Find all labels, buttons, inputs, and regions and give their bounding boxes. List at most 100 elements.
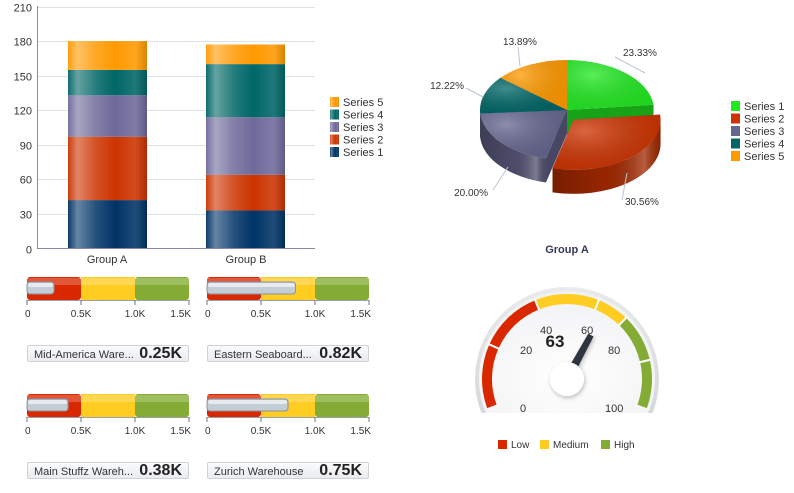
pie-slice-shade — [500, 59, 567, 110]
bullet-tick-label: 0.5K — [71, 309, 92, 320]
gauge-band-separator — [617, 316, 628, 327]
bar-segment-shine — [206, 210, 285, 249]
y-tick-label: 180 — [14, 37, 32, 49]
legend-label: Series 1 — [343, 147, 383, 159]
bullet-label-name: Eastern Seaboard... — [214, 349, 312, 361]
y-tick-label: 150 — [14, 72, 32, 84]
y-tick-label: 120 — [14, 106, 32, 118]
bar-segment-shine — [206, 64, 285, 118]
gauge-value: 63 — [546, 332, 565, 351]
pie-slice-side-shade — [480, 113, 546, 183]
legend-label: Series 2 — [744, 114, 784, 126]
bullet-tick-label: 1.5K — [170, 309, 191, 320]
gauge-tick-label: 0 — [520, 403, 526, 415]
gauge-face — [479, 291, 655, 413]
pie-leader-line — [614, 56, 646, 74]
pie-slice-label: 13.89% — [503, 37, 537, 48]
bullet-label-value: 0.25K — [139, 345, 182, 362]
pie-slice-shade — [480, 77, 567, 114]
gauge-band-separator — [638, 358, 652, 364]
bullet-label-name: Main Stuffz Wareh... — [34, 466, 134, 478]
pie-title: Group A — [545, 244, 589, 256]
bar-segment-shine — [68, 200, 147, 249]
pie-slice-label: 23.33% — [623, 48, 657, 59]
bullet-value-bar-gloss — [28, 400, 68, 404]
gauge-legend-label: Medium — [553, 440, 589, 451]
pie-leader-line — [517, 46, 521, 67]
legend-label: Series 1 — [744, 101, 784, 113]
legend-label: Series 2 — [343, 135, 383, 147]
pie-chart: 23.33% 30.56% 20.00% 12.22% 13.89% Group A S… — [430, 37, 784, 256]
legend-swatch-shine — [330, 109, 339, 120]
bullet-band — [81, 277, 135, 300]
pie-leader-line — [492, 166, 509, 191]
bullet-band — [135, 394, 189, 417]
pie-slice-label: 20.00% — [454, 188, 488, 199]
gauge-legend-label: Low — [511, 440, 530, 451]
bullet-band — [315, 277, 369, 300]
legend-swatch — [731, 151, 740, 161]
y-tick-label: 210 — [14, 3, 32, 15]
pie-slice-label: 12.22% — [430, 81, 464, 92]
legend-swatch-shine — [330, 134, 339, 145]
bullet-band — [315, 394, 369, 417]
bullet-value-bar-gloss — [28, 283, 53, 287]
gauge-legend-swatch — [601, 440, 610, 449]
pie-slice-label: 30.56% — [625, 197, 659, 208]
gauge-pivot — [550, 362, 584, 396]
gauge-tick-label: 80 — [608, 345, 620, 357]
gauge-legend-swatch — [498, 440, 507, 449]
bar-segment-shine — [206, 174, 285, 211]
bar-segment-shine — [68, 95, 147, 137]
bullet-label-name: Mid-America Ware... — [34, 349, 134, 361]
bullet-tick-label: 0 — [205, 309, 211, 320]
legend-swatch-shine — [330, 122, 339, 132]
dial-gauge: 0 20 40 60 80 100 63 Low Medium High — [475, 287, 659, 451]
bullet-label-box: Zurich Warehouse 0.75K — [207, 462, 369, 479]
bullet-value-bar-gloss — [208, 283, 295, 287]
bullet-tick-label: 0 — [25, 309, 31, 320]
gauge-tick-label: 100 — [605, 403, 623, 415]
bullet-label-value: 0.82K — [319, 345, 362, 362]
legend-label: Series 5 — [744, 151, 784, 163]
y-tick-label: 0 — [26, 245, 32, 257]
bar-segment-shine — [206, 44, 285, 65]
bullet-band — [81, 394, 135, 417]
bullet-tick-label: 1.0K — [125, 309, 146, 320]
bullet-tick-label: 0 — [25, 426, 31, 437]
dial-legend: Low Medium High — [498, 440, 635, 451]
bar-segment-shine — [68, 41, 147, 70]
stacked-bar-chart: 0 30 60 90 120 150 180 210 Group A Group B Seri… — [14, 3, 384, 267]
bar-segment-shine — [68, 136, 147, 201]
bar-segment-shine — [68, 69, 147, 96]
bullet-gauge: 0 0.5K 1.0K 1.5K — [25, 277, 191, 320]
y-tick-label: 30 — [20, 210, 32, 222]
legend-label: Series 3 — [744, 126, 784, 138]
gauge-legend-swatch — [540, 440, 549, 449]
pie-slice-shade — [567, 60, 654, 110]
bullet-label-box: Eastern Seaboard... 0.82K — [207, 345, 369, 362]
bullet-gauge: 0 0.5K 1.0K 1.5K — [25, 394, 191, 437]
bullet-label-box: Main Stuffz Wareh... 0.38K — [27, 462, 189, 479]
bullet-tick-label: 0 — [205, 426, 211, 437]
y-tick-label: 90 — [20, 141, 32, 153]
bullet-tick-label: 1.5K — [350, 309, 371, 320]
bullet-gloss — [27, 395, 189, 402]
bullet-label-name: Zurich Warehouse — [214, 466, 304, 478]
bar-segment-shine — [206, 117, 285, 175]
x-tick-label: Group A — [87, 254, 128, 266]
gauge-band-separator — [593, 298, 601, 311]
legend-swatch — [731, 101, 740, 111]
bullet-tick-label: 1.5K — [170, 426, 191, 437]
bullet-gloss — [207, 395, 369, 402]
legend-label: Series 3 — [343, 122, 383, 134]
bullet-tick-label: 1.0K — [305, 309, 326, 320]
legend-label: Series 4 — [343, 110, 383, 122]
bullet-value-bar-gloss — [208, 400, 287, 404]
bullet-gloss — [27, 278, 189, 285]
gauge-tick-label: 20 — [520, 345, 532, 357]
legend-swatch — [731, 138, 740, 149]
bullet-gauge: 0 0.5K 1.0K 1.5K — [205, 394, 371, 437]
